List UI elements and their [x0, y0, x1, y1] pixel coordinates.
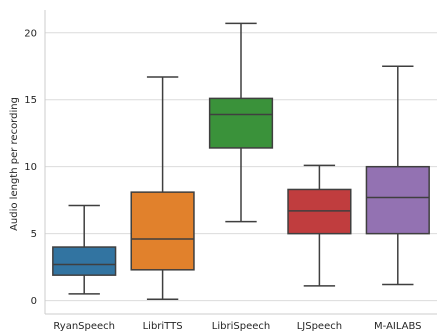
- y-axis-label: Audio length per recording: [9, 97, 20, 231]
- x-tick-label: M-AILABS: [374, 321, 421, 331]
- x-tick-label: LibriSpeech: [212, 321, 270, 331]
- y-tick-label: 5: [31, 229, 37, 240]
- iqr-box: [208, 97, 274, 149]
- box-librispeech: [208, 22, 274, 223]
- box-libritts: [130, 76, 195, 301]
- x-tick-label: LJSpeech: [297, 321, 342, 331]
- iqr-box: [130, 191, 195, 271]
- x-tick-label: RyanSpeech: [53, 321, 115, 331]
- x-tick-label: LibriTTS: [143, 321, 183, 331]
- boxes-layer: [52, 22, 430, 301]
- y-tick-label: 0: [31, 296, 37, 307]
- iqr-box: [365, 165, 430, 235]
- iqr-box: [52, 246, 117, 276]
- y-tick-label: 15: [24, 95, 37, 106]
- box-ryanspeech: [52, 204, 117, 295]
- box-ljspeech: [287, 164, 352, 287]
- axes-spines: [44, 10, 437, 315]
- y-tick-label: 20: [24, 28, 37, 39]
- box-m-ailabs: [365, 65, 430, 286]
- y-tick-label: 10: [24, 162, 37, 173]
- tick-labels-layer: 0 5 10 15 20 RyanSpeech LibriTTS LibriSpeech LJS…: [24, 28, 421, 331]
